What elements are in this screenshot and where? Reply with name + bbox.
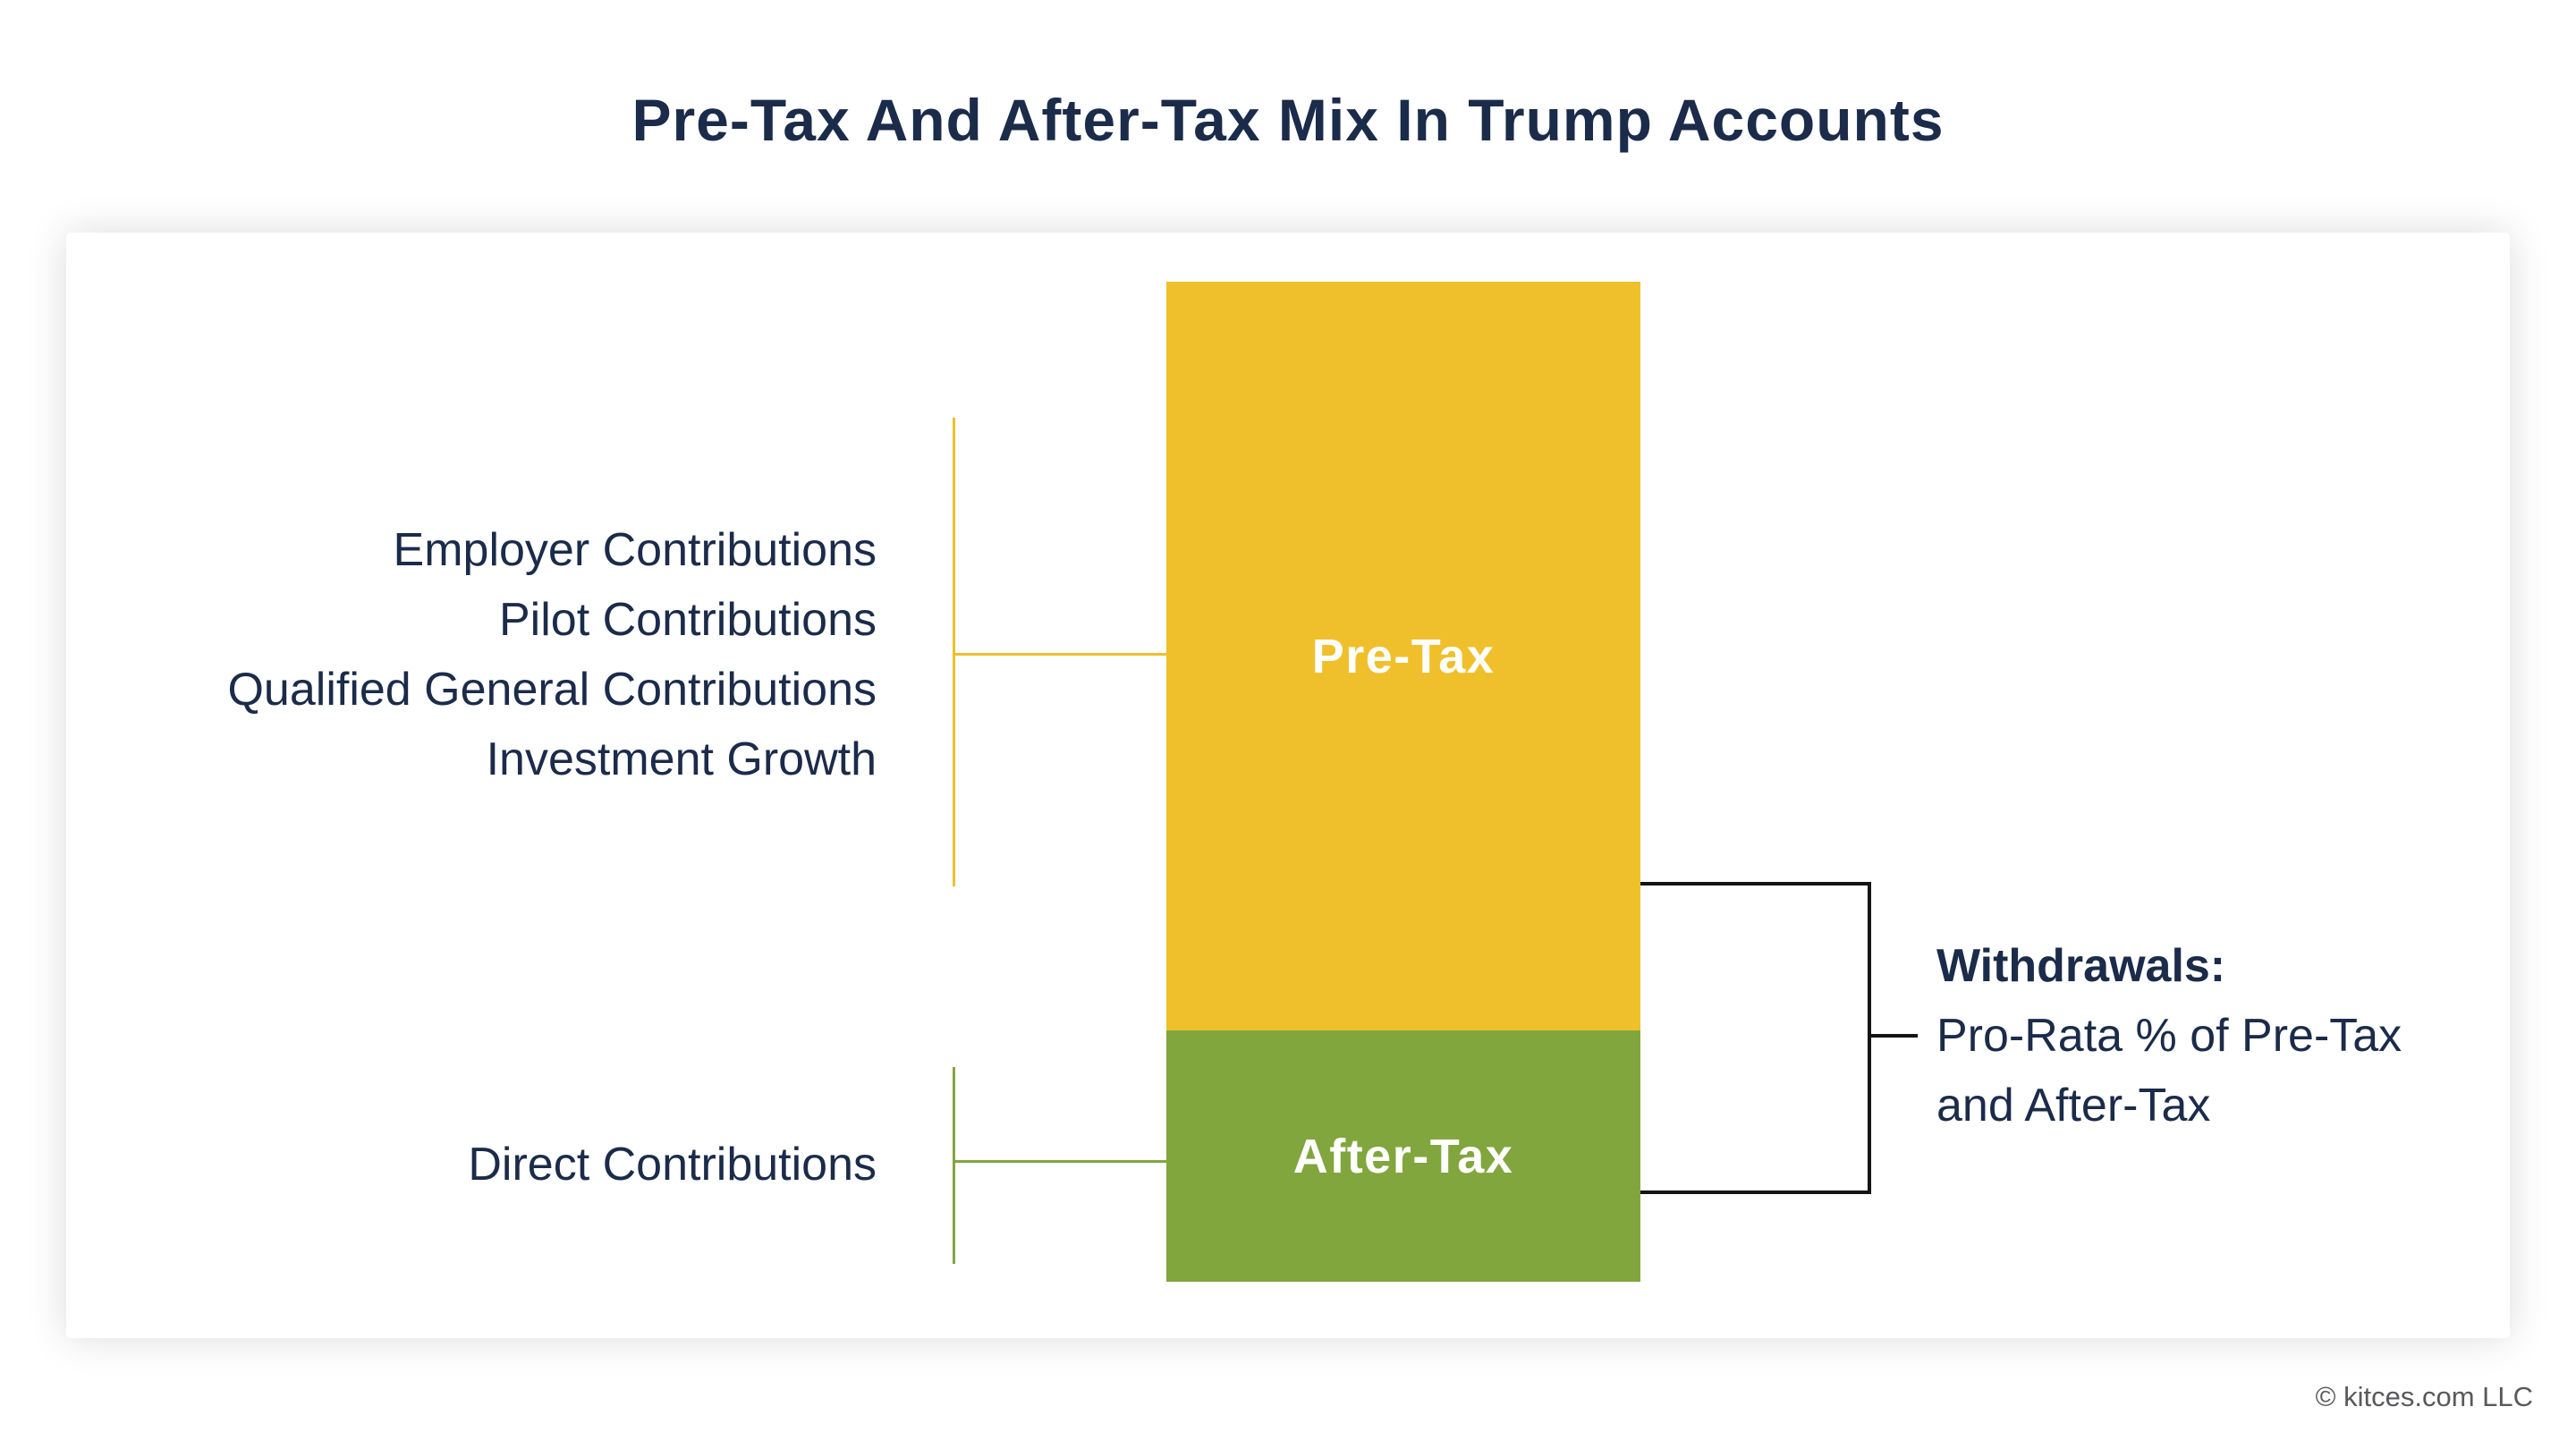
bar-segment-aftertax-label: After-Tax <box>1292 1129 1514 1183</box>
withdrawal-bracket-tick-line <box>1871 1034 1918 1038</box>
bar-segment-pretax-label: Pre-Tax <box>1311 629 1496 683</box>
copyright-notice: © kitces.com LLC <box>2315 1381 2533 1412</box>
withdrawal-bracket-bottom-line <box>1640 1191 1871 1194</box>
withdrawals-line: and After-Tax <box>1936 1080 2211 1131</box>
withdrawals-line: Pro-Rata % of Pre-Tax <box>1936 1010 2402 1062</box>
withdrawals-annotation: Withdrawals: Pro-Rata % of Pre-Tax and A… <box>1936 931 2545 1140</box>
pretax-bracket-vertical-line <box>953 418 955 886</box>
aftertax-source-item: Direct Contributions <box>468 1139 877 1191</box>
pretax-sources-list: Employer Contributions Pilot Contributio… <box>89 515 877 794</box>
bar-segment-pretax: Pre-Tax <box>1166 282 1640 1030</box>
aftertax-bracket-vertical-line <box>953 1067 955 1264</box>
page-title: Pre-Tax And After-Tax Mix In Trump Accou… <box>631 87 1945 153</box>
pretax-source-item: Employer Contributions <box>393 524 877 576</box>
withdrawals-heading: Withdrawals: <box>1936 940 2226 992</box>
pretax-source-item: Pilot Contributions <box>499 594 877 646</box>
pretax-source-item: Investment Growth <box>486 733 877 785</box>
withdrawal-bracket-vertical-line <box>1868 882 1871 1194</box>
pretax-bracket-connector-line <box>955 653 1166 656</box>
pretax-source-item: Qualified General Contributions <box>227 664 877 716</box>
bar-segment-aftertax: After-Tax <box>1166 1030 1640 1282</box>
withdrawal-bracket-top-line <box>1640 882 1871 886</box>
aftertax-bracket-connector-line <box>955 1160 1166 1163</box>
